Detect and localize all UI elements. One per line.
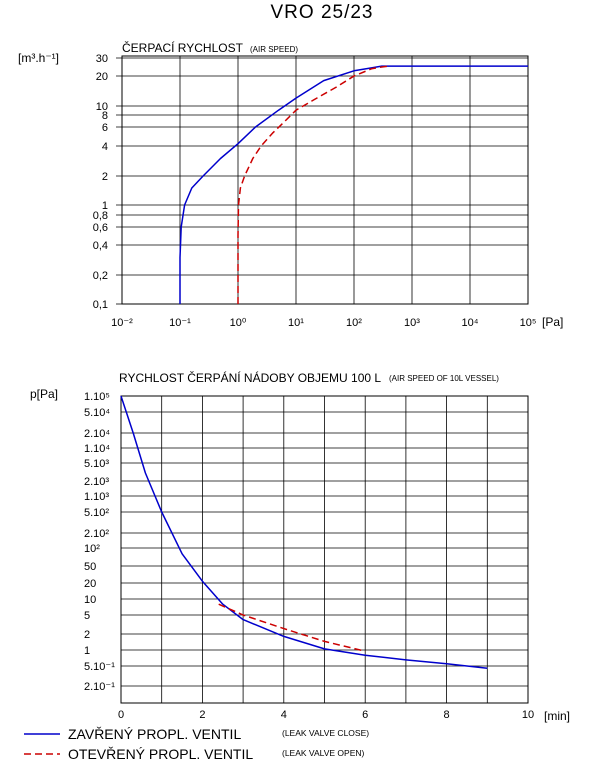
chart1-y-tick-label: 0,8: [93, 210, 108, 222]
chart2-y-tick-label: 1.10⁵: [84, 391, 110, 403]
legend-label-valve-open: OTEVŘENÝ PROPL. VENTIL: [68, 746, 253, 762]
chart1-frame: [121, 55, 529, 305]
page-title: VRO 25/23: [271, 2, 374, 23]
chart1-x-axis-label: [Pa]: [542, 315, 563, 329]
chart2-y-tick-label: 5.10²: [84, 507, 109, 519]
chart2-y-tick-label: 20: [84, 578, 96, 590]
chart2-y-tick-label: 10: [84, 594, 96, 606]
legend-sublabel-valve-closed: (LEAK VALVE CLOSE): [282, 728, 369, 738]
chart1-x-tick-label: 10¹: [288, 317, 304, 329]
chart1-y-tick-label: 1: [102, 200, 108, 212]
chart2-y-tick-label: 2.10⁴: [84, 428, 110, 440]
chart1-y-tick-label: 0,2: [93, 270, 108, 282]
chart1-y-tick-label: 0,6: [93, 222, 108, 234]
chart2-x-tick-label: 4: [281, 709, 287, 721]
chart2-x-tick-label: 10: [522, 709, 534, 721]
chart2-x-tick-label: 0: [118, 709, 124, 721]
chart1-y-axis-label: [m³.h⁻¹]: [18, 51, 59, 65]
chart1-x-tick-label: 10⁵: [520, 317, 537, 329]
chart2-y-tick-label: 5.10⁴: [84, 407, 110, 419]
chart1-y-tick-label: 0,4: [93, 240, 108, 252]
chart1-title: ČERPACÍ RYCHLOST: [122, 40, 244, 55]
chart1-x-tick-label: 10⁴: [462, 317, 479, 329]
chart2-y-tick-label: 5.10⁻¹: [84, 661, 115, 673]
chart2-x-tick-label: 8: [444, 709, 450, 721]
chart1-series-line-valve-closed: [179, 65, 528, 304]
chart2-y-tick-label: 2.10²: [84, 528, 109, 540]
chart2-x-tick-label: 6: [362, 709, 368, 721]
chart2-y-tick-label: 5: [84, 610, 90, 622]
chart2-y-axis-label: p[Pa]: [30, 387, 58, 401]
chart1-y-tick-label: 30: [96, 53, 108, 65]
chart2-y-tick-label: 50: [84, 561, 96, 573]
chart1-x-tick-label: 10²: [346, 317, 362, 329]
chart2-y-tick-label: 1.10⁴: [84, 443, 110, 455]
chart2-y-tick-label: 1.10³: [84, 491, 109, 503]
chart1-y-tick-label: 20: [96, 71, 108, 83]
chart2-y-tick-label: 10²: [84, 543, 100, 555]
chart1-y-tick-label: 0,1: [93, 299, 108, 311]
chart2-y-tick-label: 2.10⁻¹: [84, 681, 115, 693]
chart1-subtitle: (AIR SPEED): [250, 45, 298, 54]
chart2-y-tick-label: 5.10³: [84, 458, 109, 470]
chart1-series-line-valve-open: [237, 65, 389, 304]
chart1-x-tick-label: 10⁻¹: [169, 317, 191, 329]
chart1-x-tick-label: 10⁰: [230, 317, 247, 329]
chart2-x-tick-label: 2: [199, 709, 205, 721]
chart1-x-tick-label: 10³: [404, 317, 420, 329]
chart2-series-line-valve-open: [218, 603, 366, 652]
chart2-title: RYCHLOST ČERPÁNÍ NÁDOBY OBJEMU 100 L: [119, 370, 381, 385]
legend-sublabel-valve-open: (LEAK VALVE OPEN): [282, 748, 365, 758]
legend-label-valve-closed: ZAVŘENÝ PROPL. VENTIL: [68, 726, 241, 742]
chart2-y-tick-label: 2.10³: [84, 476, 109, 488]
chart2-series-line-valve-closed: [120, 395, 488, 670]
chart1-x-tick-label: 10⁻²: [111, 317, 133, 329]
chart1-y-tick-label: 8: [102, 110, 108, 122]
chart2-subtitle: (AIR SPEED OF 10L VESSEL): [389, 374, 499, 383]
chart1-y-tick-label: 4: [102, 141, 108, 153]
chart1-y-tick-label: 10: [96, 101, 108, 113]
chart1-y-tick-label: 6: [102, 122, 108, 134]
chart1-y-tick-label: 2: [102, 171, 108, 183]
chart2-y-tick-label: 1: [84, 645, 90, 657]
chart2-y-tick-label: 2: [84, 629, 90, 641]
chart2-x-axis-label: [min]: [544, 709, 570, 723]
